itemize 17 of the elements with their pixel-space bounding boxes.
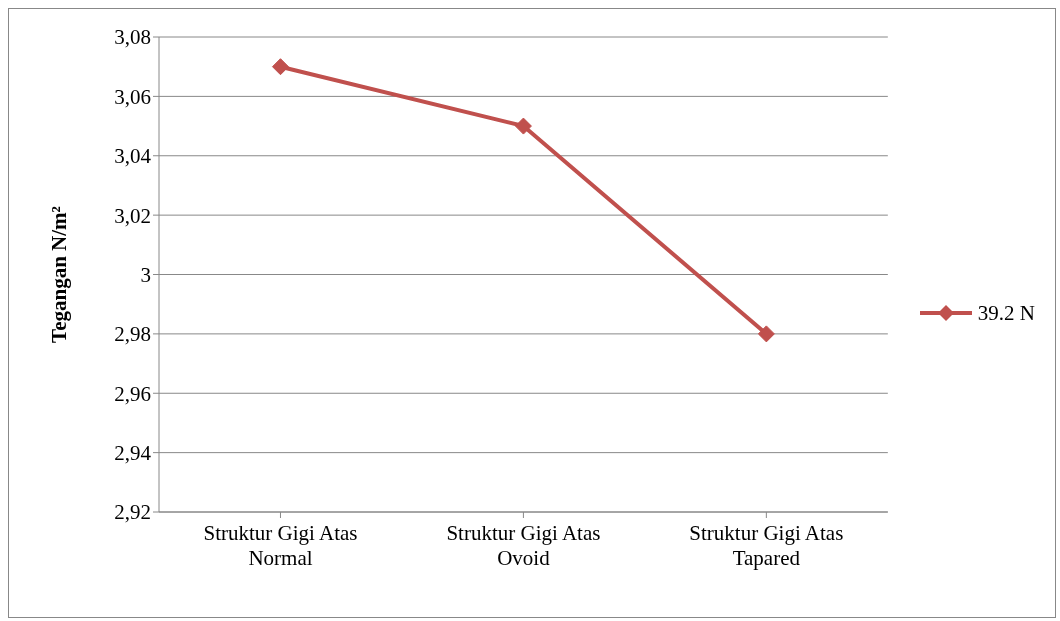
y-tick-label: 2,96 [114,381,151,406]
y-tick-label: 2,98 [114,322,151,347]
point [271,58,289,76]
y-tick-label: 2,92 [114,500,151,525]
y-tick-label: 3,08 [114,25,151,50]
x-tick-label: Struktur Gigi Atas Ovoid [446,521,601,570]
y-axis-title: Tegangan N/m² [47,206,72,343]
y-tick-label: 3 [140,262,151,287]
x-tick-label: Struktur Gigi Atas Tapared [689,521,844,570]
legend-label: 39.2 N [977,300,1035,326]
point [757,325,775,343]
y-tick-label: 3,04 [114,144,152,169]
x-tick-label: Struktur Gigi Atas Normal [203,521,358,570]
y-tick-label: 3,06 [114,84,151,109]
y-tick-label: 2,94 [114,441,152,466]
y-tick-label: 3,02 [114,203,151,228]
point [514,117,532,135]
